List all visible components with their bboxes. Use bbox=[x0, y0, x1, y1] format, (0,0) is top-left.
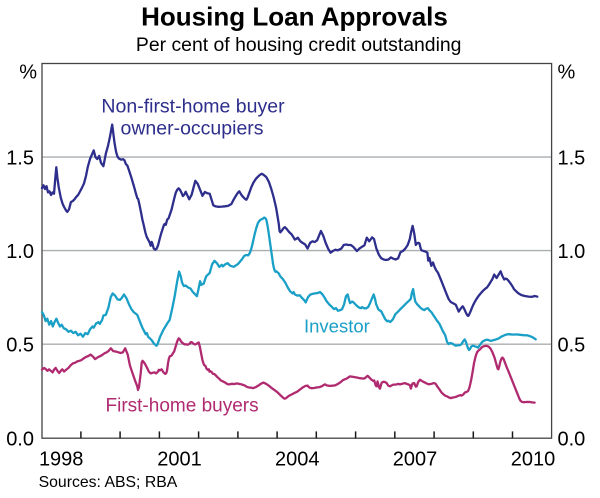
svg-text:Per cent of housing credit out: Per cent of housing credit outstanding bbox=[136, 34, 462, 56]
svg-text:1.0: 1.0 bbox=[558, 241, 586, 263]
svg-text:1.0: 1.0 bbox=[6, 241, 34, 263]
svg-text:Sources: ABS; RBA: Sources: ABS; RBA bbox=[39, 474, 178, 491]
svg-text:1.5: 1.5 bbox=[558, 147, 586, 169]
svg-text:Investor: Investor bbox=[304, 316, 370, 337]
svg-text:2004: 2004 bbox=[275, 449, 320, 471]
svg-text:Housing Loan Approvals: Housing Loan Approvals bbox=[141, 2, 448, 32]
svg-text:owner-occupiers: owner-occupiers bbox=[120, 117, 263, 139]
svg-text:2001: 2001 bbox=[157, 449, 202, 471]
svg-text:%: % bbox=[19, 61, 37, 83]
svg-text:First-home buyers: First-home buyers bbox=[106, 396, 259, 417]
svg-text:0.5: 0.5 bbox=[6, 334, 34, 356]
svg-text:2010: 2010 bbox=[511, 449, 556, 471]
svg-text:0.0: 0.0 bbox=[558, 428, 586, 450]
svg-text:0.0: 0.0 bbox=[6, 428, 34, 450]
svg-text:%: % bbox=[558, 61, 576, 83]
svg-text:Non-first-home buyer: Non-first-home buyer bbox=[101, 96, 285, 118]
svg-text:2007: 2007 bbox=[393, 449, 438, 471]
svg-text:1.5: 1.5 bbox=[6, 147, 34, 169]
svg-text:0.5: 0.5 bbox=[558, 334, 586, 356]
svg-text:1998: 1998 bbox=[39, 449, 84, 471]
